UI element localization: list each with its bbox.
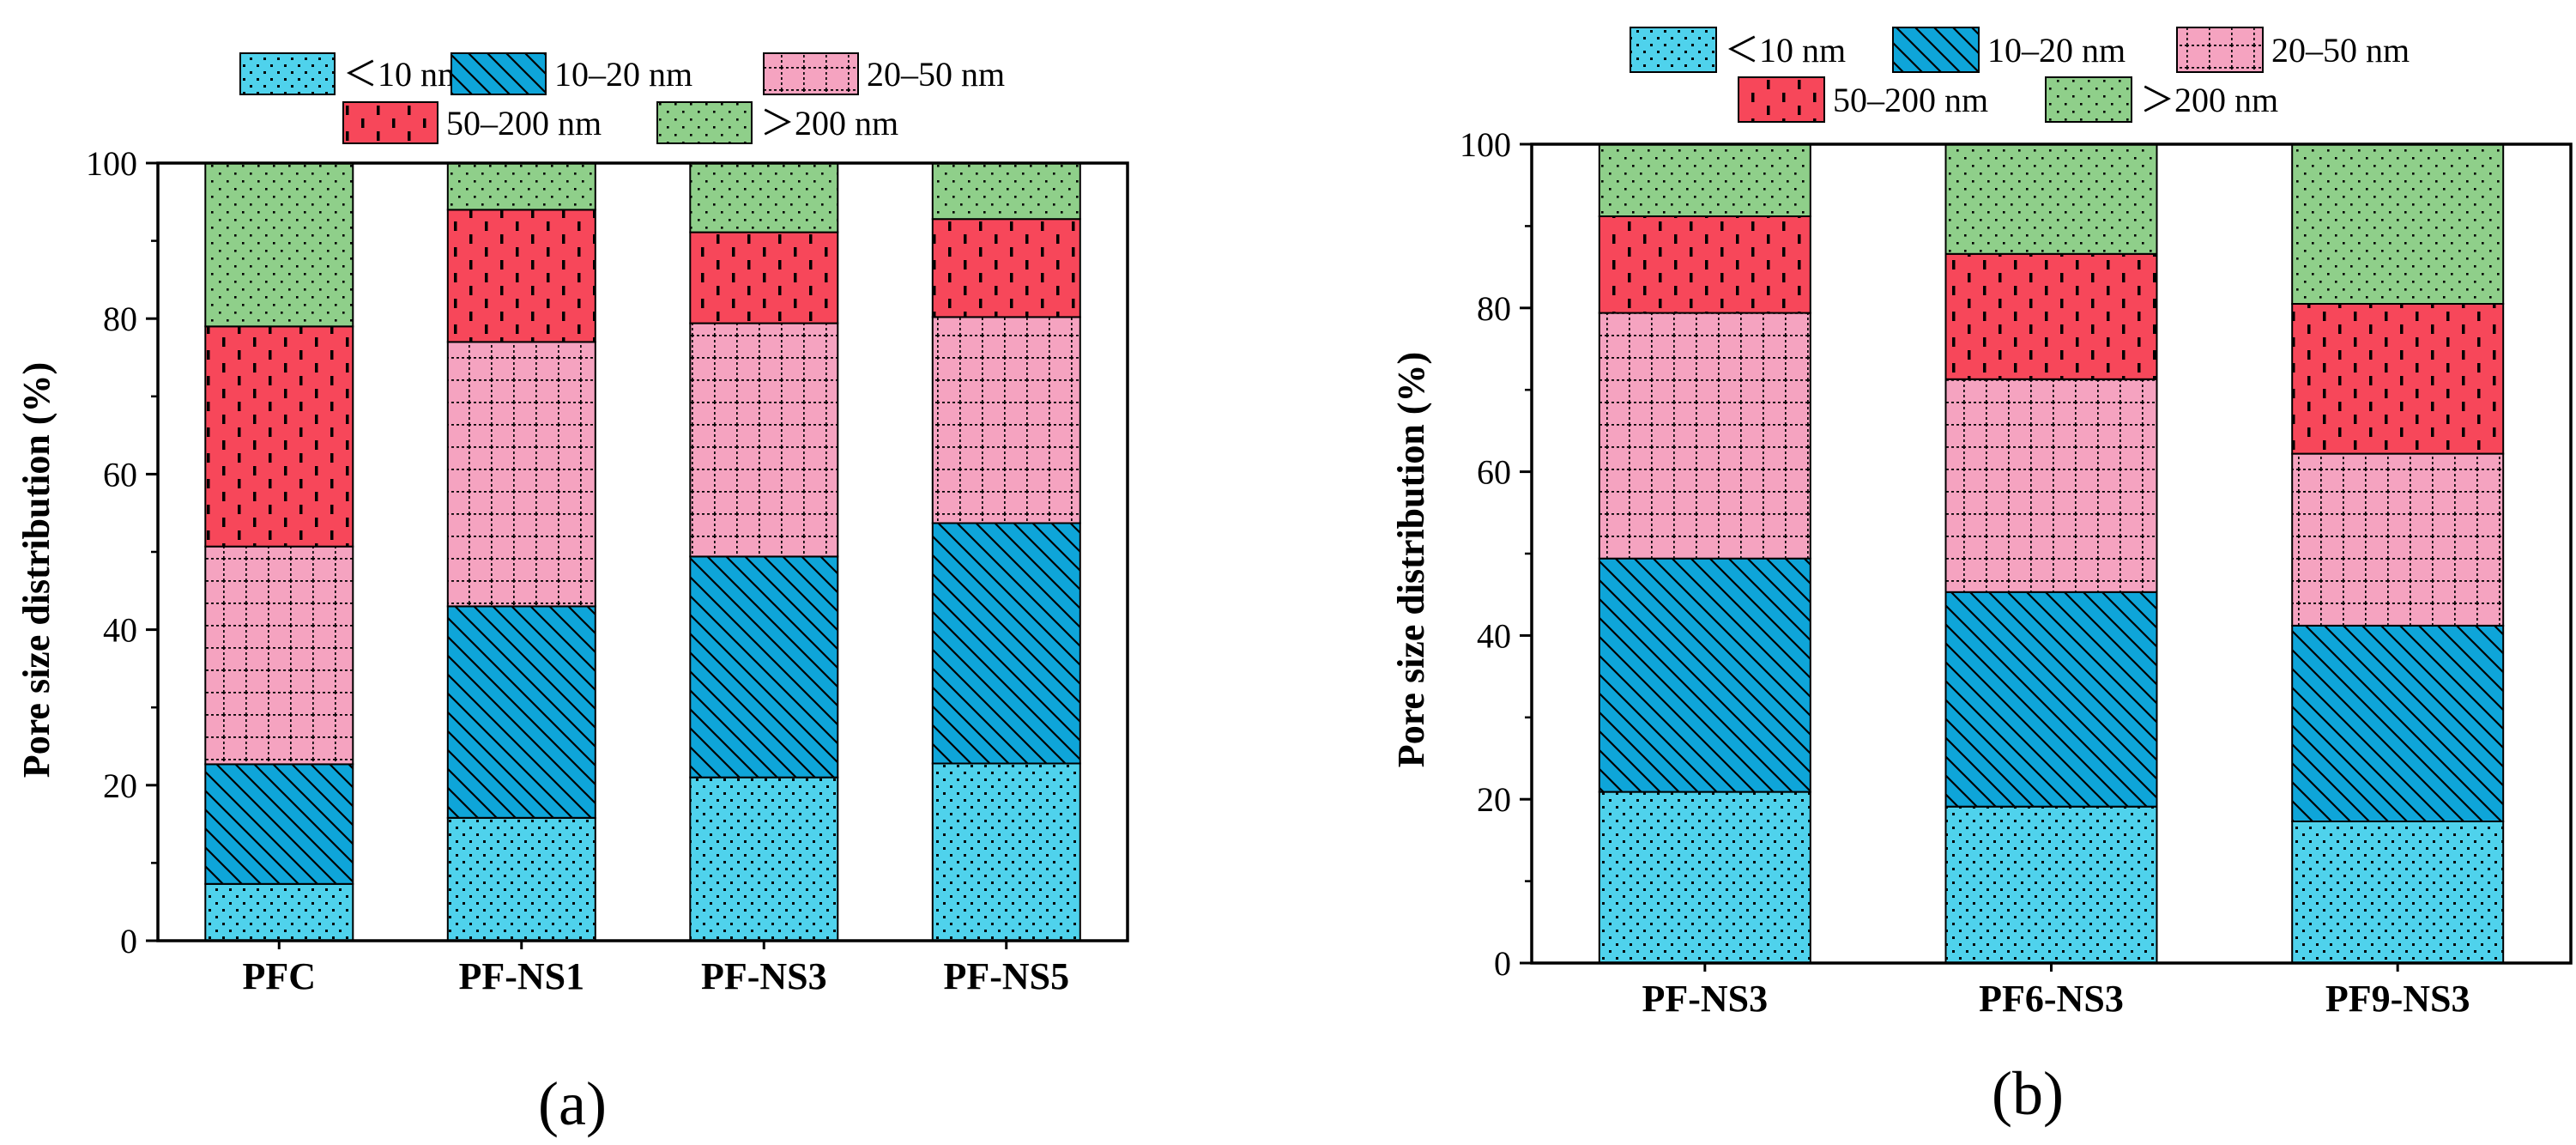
panel-b: ＜10 nm 10–20 nm 20–50 nm 50–200 nm ＞200 nm P… [1390,27,2573,1128]
bar-d10_20-pf-ns1 [446,605,596,819]
legend-swatch-lt10 [1630,27,1717,73]
y-tick-label: 60 [103,455,137,494]
bar-d20_50-pf-ns3 [1598,312,1811,560]
legend-label-gt200: ＞200 nm [760,104,898,142]
x-tick-label: PF9-NS3 [2325,978,2470,1020]
y-tick-label: 80 [103,300,137,338]
panel-a: ＜10 nm 10–20 nm 20–50 nm 50–200 nm ＞200 nm P… [15,52,1129,1138]
y-tick-label: 80 [1477,289,1511,328]
y-tick-label: 60 [1477,453,1511,492]
bar-d50_200-pf-ns5 [931,218,1081,318]
bar-lt10-pf9-ns3 [2291,821,2505,964]
bar-lt10-pf-ns1 [446,816,596,942]
x-tick-label: PF-NS3 [1642,978,1768,1020]
bar-d20_50-pf6-ns3 [1944,378,2158,593]
bar-lt10-pfc [204,882,354,942]
bar-gt200-pf6-ns3 [1944,143,2158,255]
x-tick-label: PFC [243,955,317,997]
bar-lt10-pf-ns5 [931,762,1081,942]
legend-swatch-gt200 [2045,76,2132,123]
bar-d20_50-pf9-ns3 [2291,452,2505,627]
bar-d10_20-pf6-ns3 [1944,591,2158,808]
plot-area-b: PF-NS3 PF6-NS3 PF9-NS3 0 20 40 60 80 100 [1460,125,2573,1020]
panel-label-a: (a) [538,1069,607,1138]
bar-gt200-pfc [204,162,354,328]
x-tick-label: PF-NS3 [701,955,827,997]
bar-d20_50-pf-ns3 [689,322,839,558]
bar-d50_200-pf-ns3 [1598,215,1811,314]
panel-label-b: (b) [1992,1059,2064,1128]
legend-label-d50_200: 50–200 nm [1833,81,1988,119]
legend-label-d10_20: 10–20 nm [1987,31,2126,70]
legend-label-d20_50: 20–50 nm [2271,31,2410,70]
bar-gt200-pf-ns5 [931,162,1081,221]
bar-d50_200-pfc [204,325,354,548]
legend-swatch-d10_20 [1892,27,1980,73]
y-tick-label: 0 [1494,944,1511,983]
legend-label-d10_20: 10–20 nm [554,55,692,94]
bar-gt200-pf-ns3 [689,162,839,233]
bar-gt200-pf-ns3 [1598,143,1811,217]
y-tick-label: 20 [1477,780,1511,819]
y-tick-label: 40 [103,611,137,650]
bar-d20_50-pf-ns1 [446,341,596,608]
bar-d50_200-pf-ns3 [689,231,839,324]
x-tick-label: PF-NS5 [943,955,1069,997]
bar-gt200-pf9-ns3 [2291,143,2505,305]
y-tick-label: 100 [1460,125,1511,164]
y-axis-label-a: Pore size distribution (%) [15,362,57,778]
legend-label-gt200: ＞200 nm [2140,81,2278,119]
bar-lt10-pf6-ns3 [1944,805,2158,964]
bar-d10_20-pfc [204,763,354,885]
legend-a: ＜10 nm 10–20 nm 20–50 nm 50–200 nm ＞200 nm [239,52,1005,144]
bar-d50_200-pf6-ns3 [1944,252,2158,380]
legend-label-lt10: ＜10 nm [1725,31,1846,70]
y-axis-label-b: Pore size distribution (%) [1390,352,1432,767]
legend-swatch-d20_50 [763,52,859,95]
bar-lt10-pf-ns3 [689,776,839,942]
legend-b: ＜10 nm 10–20 nm 20–50 nm 50–200 nm ＞200 nm [1630,27,2410,123]
legend-swatch-d50_200 [1738,76,1825,123]
bar-d20_50-pf-ns5 [931,316,1081,524]
legend-swatch-gt200 [656,101,753,144]
y-tick-label: 40 [1477,616,1511,655]
legend-swatch-d50_200 [342,101,438,144]
y-tick-label: 20 [103,766,137,805]
bar-d10_20-pf-ns3 [1598,557,1811,793]
bar-gt200-pf-ns1 [446,162,596,211]
plot-area-a: PFC PF-NS1 PF-NS3 PF-NS5 0 20 40 60 80 100 [86,144,1129,997]
bar-d10_20-pf9-ns3 [2291,625,2505,822]
legend-swatch-d10_20 [450,52,547,95]
y-tick-label: 0 [120,922,137,960]
legend-swatch-d20_50 [2176,27,2264,73]
bar-lt10-pf-ns3 [1598,791,1811,964]
bar-d50_200-pf-ns1 [446,209,596,343]
legend-label-d20_50: 20–50 nm [867,55,1005,94]
bar-d10_20-pf-ns3 [689,555,839,778]
bar-d20_50-pfc [204,545,354,766]
x-tick-label: PF6-NS3 [1979,978,2124,1020]
bar-d10_20-pf-ns5 [931,522,1081,765]
legend-swatch-lt10 [239,52,336,95]
x-tick-label: PF-NS1 [458,955,584,997]
legend-label-d50_200: 50–200 nm [446,104,602,142]
legend-label-lt10: ＜10 nm [343,55,464,94]
bar-d50_200-pf9-ns3 [2291,303,2505,455]
y-tick-label: 100 [86,144,137,183]
